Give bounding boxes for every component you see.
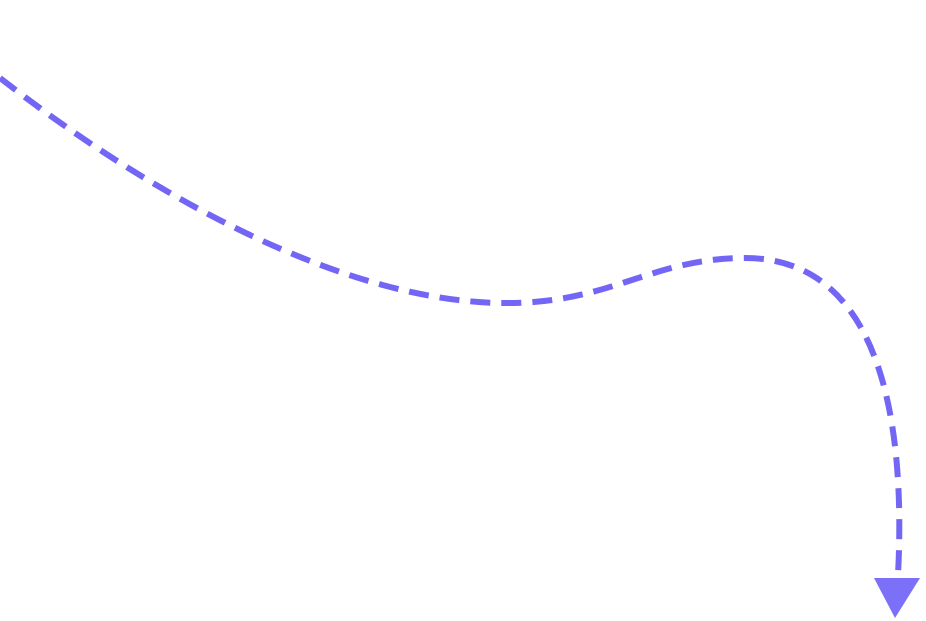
dashed-curved-connector xyxy=(0,75,903,576)
arrowhead-icon xyxy=(874,578,920,618)
